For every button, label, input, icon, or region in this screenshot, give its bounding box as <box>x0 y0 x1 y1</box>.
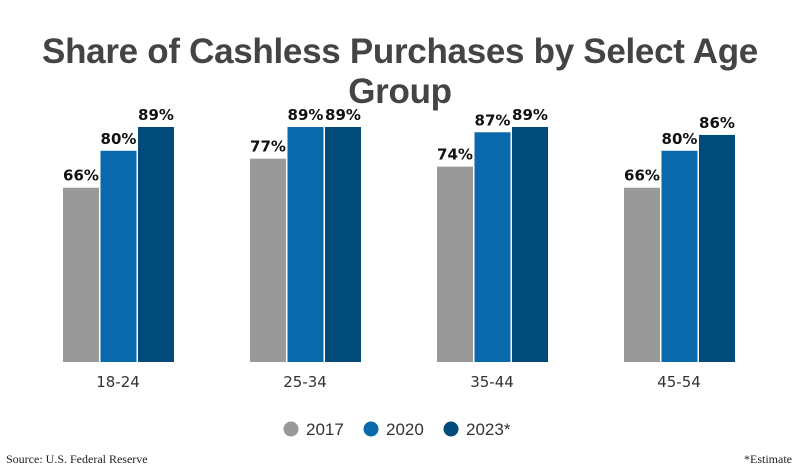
bar-25-34-2017 <box>250 158 286 362</box>
x-tick-label: 35-44 <box>470 373 514 391</box>
bar-18-24-2017 <box>63 187 99 362</box>
source-note: Source: U.S. Federal Reserve <box>6 452 148 466</box>
data-label: 86% <box>699 114 735 132</box>
bar-35-44-2017 <box>437 166 473 362</box>
data-label: 66% <box>63 167 99 185</box>
x-tick-label: 45-54 <box>657 373 701 391</box>
data-label: 80% <box>662 130 698 148</box>
bar-35-44-2020 <box>474 132 511 362</box>
data-label: 66% <box>624 167 660 185</box>
data-label: 89% <box>288 106 324 124</box>
data-label: 89% <box>138 106 174 124</box>
legend-marker <box>443 421 459 437</box>
bar-18-24-2020 <box>100 150 137 362</box>
legend-marker <box>363 421 379 437</box>
legend-label: 2023* <box>466 420 511 439</box>
chart-title: Share of Cashless Purchases by Select Ag… <box>42 32 758 111</box>
bar-35-44-2023* <box>512 127 548 362</box>
bar-45-54-2017 <box>624 187 660 362</box>
bar-45-54-2023* <box>699 134 735 362</box>
estimate-note: *Estimate <box>744 452 792 466</box>
data-label: 74% <box>437 146 473 164</box>
data-label: 89% <box>325 106 361 124</box>
data-label: 77% <box>250 138 286 156</box>
data-label: 80% <box>101 130 137 148</box>
data-label: 89% <box>512 106 548 124</box>
legend-marker <box>283 421 299 437</box>
bar-45-54-2020 <box>661 150 698 362</box>
x-tick-label: 25-34 <box>283 373 327 391</box>
legend-label: 2017 <box>306 420 344 439</box>
bar-25-34-2023* <box>325 127 361 362</box>
legend-label: 2020 <box>386 420 424 439</box>
data-label: 87% <box>475 111 511 129</box>
x-tick-label: 18-24 <box>96 373 140 391</box>
bar-18-24-2023* <box>138 127 174 362</box>
bar-25-34-2020 <box>287 127 324 362</box>
